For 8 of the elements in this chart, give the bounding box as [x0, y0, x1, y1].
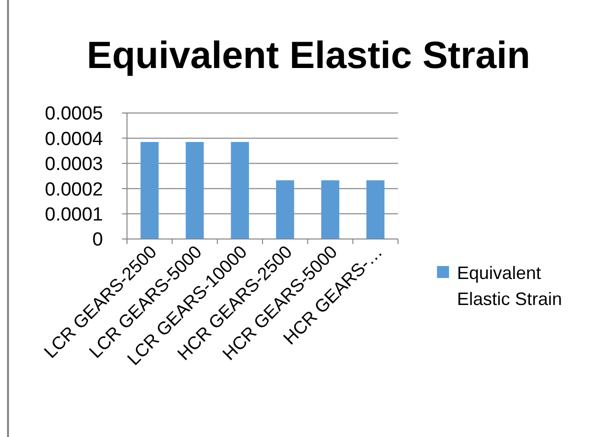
- y-tick-label: 0.0002: [44, 179, 103, 200]
- y-tick-label: 0.0001: [44, 204, 103, 226]
- y-tick-label: 0.0003: [44, 154, 103, 176]
- y-tick-label: 0.0005: [44, 104, 103, 125]
- y-tick-label: 0.0004: [44, 128, 104, 150]
- y-tick-label: 0: [92, 230, 103, 251]
- chart-title: Equivalent Elastic Strain: [86, 35, 530, 77]
- legend-label: Equivalent Elastic Strain: [457, 263, 562, 309]
